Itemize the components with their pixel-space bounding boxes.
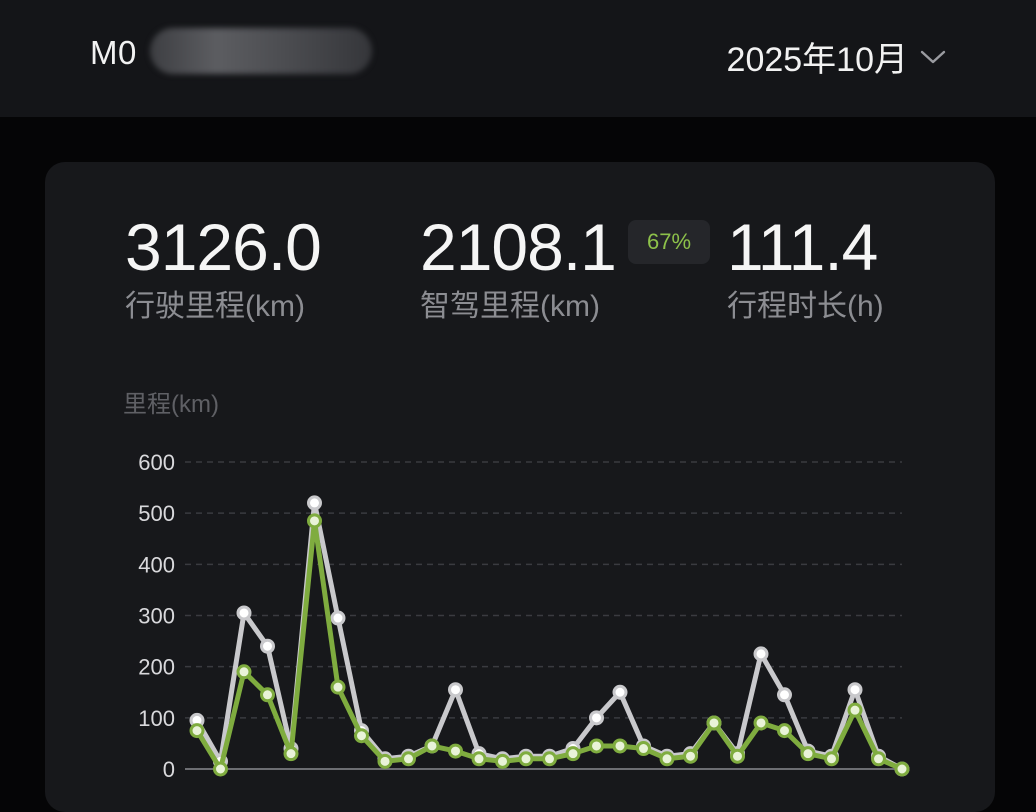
series-2-point	[659, 751, 675, 767]
series-1-point	[236, 605, 252, 621]
series-2-point	[565, 746, 581, 762]
series-2-point	[330, 679, 346, 695]
series-2-point	[894, 761, 910, 777]
series-2-point	[518, 751, 534, 767]
driving-distance-value: 3126.0	[125, 210, 322, 284]
series-2-point	[189, 723, 205, 739]
series-1-point	[330, 610, 346, 626]
series-2-point	[706, 715, 722, 731]
trip-duration-value: 111.4	[727, 210, 878, 284]
top-bar: M0 2025年10月	[0, 0, 1036, 117]
chevron-down-icon	[920, 50, 946, 63]
redacted-vehicle-id	[150, 28, 372, 74]
y-tick-label: 0	[163, 757, 175, 782]
series-1-point	[307, 495, 322, 511]
stat-smart-distance: 2108.1 智驾里程(km)	[420, 210, 617, 324]
series-2-point	[307, 513, 322, 529]
series-2-point	[589, 738, 604, 754]
series-1-point	[260, 638, 275, 654]
y-tick-label: 600	[138, 450, 175, 475]
series-2-point	[401, 751, 416, 767]
series-2-point	[871, 751, 886, 767]
series-2-point	[354, 728, 369, 744]
mileage-line-chart: 0 100 200 300 400 500 600	[138, 450, 910, 782]
series-2-point	[636, 741, 651, 757]
driving-distance-label: 行驶里程(km)	[125, 290, 305, 323]
series-2-point	[495, 753, 510, 769]
stat-trip-duration: 111.4 行程时长(h)	[727, 212, 884, 324]
y-axis-label: 里程(km)	[123, 391, 219, 418]
series-1-point	[753, 646, 769, 662]
smart-distance-label: 智驾里程(km)	[420, 290, 600, 323]
series-2-point	[800, 746, 816, 762]
vehicle-id: M0	[90, 34, 137, 71]
series-2-point	[448, 743, 463, 759]
y-tick-label: 300	[138, 604, 175, 629]
series-2-point	[683, 748, 698, 764]
series-1-point	[612, 684, 628, 700]
series-2-point	[236, 664, 252, 680]
series-2-point	[847, 702, 863, 718]
series-2-point	[730, 748, 745, 764]
y-tick-label: 200	[138, 655, 175, 680]
series-1-point	[777, 687, 792, 703]
series-line-2	[194, 518, 905, 772]
series-2-point	[824, 751, 839, 767]
series-1-point	[847, 682, 863, 698]
month-label: 2025年10月	[726, 41, 908, 79]
series-2-point	[260, 687, 275, 703]
series-2-point	[542, 751, 557, 767]
series-2-point	[377, 753, 393, 769]
series-2-point	[471, 751, 487, 767]
series-2-point	[213, 761, 228, 777]
month-selector[interactable]: 2025年10月	[727, 32, 946, 81]
series-2-point	[753, 715, 769, 731]
y-tick-label: 400	[138, 552, 175, 577]
smart-distance-percent-badge: 67%	[628, 220, 710, 264]
series-2-point	[612, 738, 628, 754]
stat-driving-distance: 3126.0 行驶里程(km)	[125, 210, 322, 324]
trip-duration-label: 行程时长(h)	[727, 290, 884, 323]
series-1-point	[448, 682, 463, 698]
mileage-card: 3126.0 行驶里程(km) 2108.1 智驾里程(km) 67% 111.…	[45, 162, 995, 812]
y-tick-label: 100	[138, 706, 175, 731]
series-2-point	[424, 738, 440, 754]
series-2-point	[777, 723, 792, 739]
series-1-point	[589, 710, 604, 726]
y-tick-label: 500	[138, 501, 175, 526]
series-2-point	[283, 746, 299, 762]
smart-distance-value: 2108.1	[420, 210, 617, 284]
